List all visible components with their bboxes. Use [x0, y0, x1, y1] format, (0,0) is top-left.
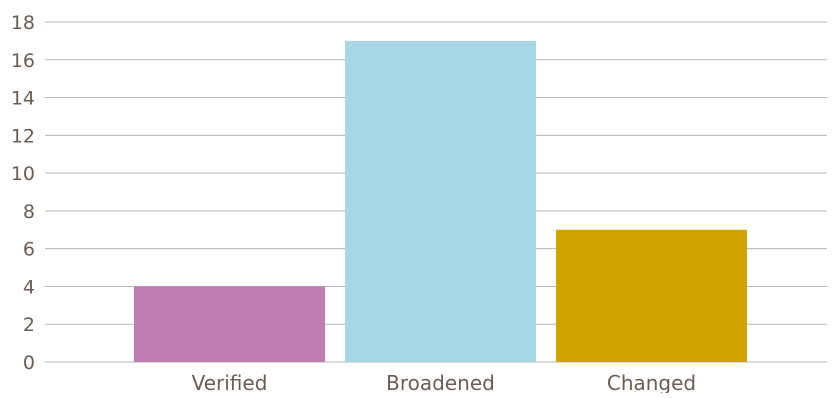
- y-tick-label: 6: [23, 239, 35, 261]
- x-tick-label-verified: Verified: [192, 371, 268, 393]
- bars: [134, 40, 747, 363]
- y-tick-label: 18: [11, 12, 35, 34]
- y-tick-label: 4: [23, 276, 35, 298]
- y-tick-label: 0: [23, 352, 35, 374]
- bar-verified: [134, 286, 325, 362]
- bar-changed: [556, 229, 747, 362]
- y-axis-tick-labels: 0 2 4 6 8 10 12 14 16 18: [11, 12, 35, 374]
- y-tick-label: 2: [23, 314, 35, 336]
- y-tick-label: 16: [11, 50, 35, 72]
- x-axis-tick-labels: Verified Broadened Changed: [192, 371, 697, 395]
- x-tick-label-broadened: Broadened: [386, 371, 495, 393]
- bar-broadened: [345, 40, 536, 363]
- y-tick-label: 14: [11, 88, 35, 110]
- x-tick-label-changed: Changed: [607, 371, 696, 393]
- y-tick-label: 8: [23, 201, 35, 223]
- y-tick-label: 10: [11, 163, 35, 185]
- y-tick-label: 12: [11, 125, 35, 147]
